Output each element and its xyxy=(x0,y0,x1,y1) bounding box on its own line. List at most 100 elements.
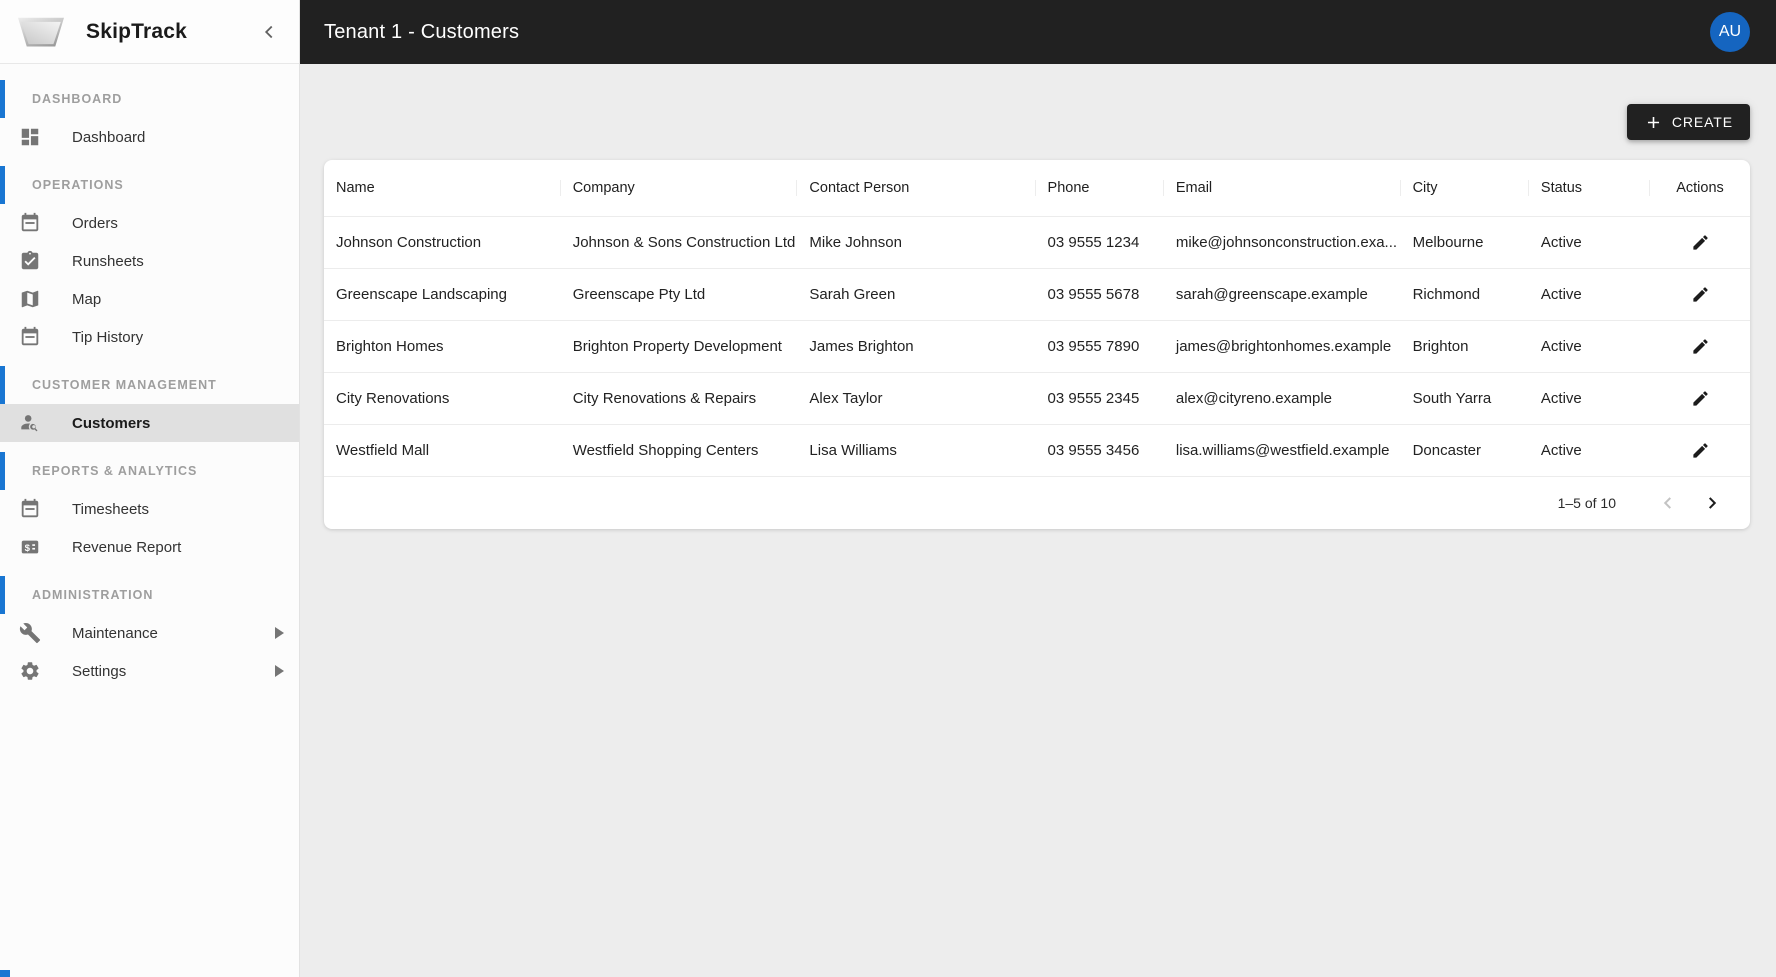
toolbar-row: CREATE xyxy=(324,104,1750,140)
cell-name: Brighton Homes xyxy=(336,338,444,355)
sidebar-item-dashboard[interactable]: Dashboard xyxy=(0,118,299,156)
column-header-contact-person[interactable]: Contact Person xyxy=(797,180,1035,196)
cell-status: Active xyxy=(1540,286,1582,303)
sidebar-bottom-accent xyxy=(0,970,10,977)
sidebar-item-label: Tip History xyxy=(72,328,144,346)
cell-city: South Yarra xyxy=(1412,390,1492,407)
column-header-phone[interactable]: Phone xyxy=(1036,180,1164,196)
cell-contact-person: Sarah Green xyxy=(809,286,896,303)
pagination-next-button[interactable] xyxy=(1694,485,1730,521)
cell-phone: 03 9555 7890 xyxy=(1047,338,1140,355)
sidebar-item-revenue-report[interactable]: $ Revenue Report xyxy=(0,528,299,566)
cell-phone: 03 9555 2345 xyxy=(1047,390,1140,407)
calendar-icon xyxy=(18,497,42,521)
cell-status: Active xyxy=(1540,390,1582,407)
cell-company: Brighton Property Development xyxy=(572,338,782,355)
calendar-icon xyxy=(18,211,42,235)
sidebar-item-label: Customers xyxy=(72,414,151,432)
sidebar-item-map[interactable]: Map xyxy=(0,280,299,318)
cell-phone: 03 9555 3456 xyxy=(1047,442,1140,459)
topbar: Tenant 1 - Customers AU xyxy=(300,0,1776,64)
chevron-right-icon xyxy=(1708,497,1717,509)
column-header-city[interactable]: City xyxy=(1401,180,1529,196)
sidebar-item-customers[interactable]: Customers xyxy=(0,404,299,442)
sidebar-item-maintenance[interactable]: Maintenance xyxy=(0,614,299,652)
clipboard-check-icon xyxy=(18,249,42,273)
cell-name: City Renovations xyxy=(336,390,450,407)
chevron-left-icon xyxy=(264,25,273,38)
section-header: ADMINISTRATION xyxy=(0,576,299,614)
section-accent-bar xyxy=(0,452,5,490)
section-operations: OPERATIONS Orders Runsheets xyxy=(0,166,299,356)
pencil-icon xyxy=(1692,235,1708,250)
cell-city: Doncaster xyxy=(1412,442,1481,459)
person-search-icon xyxy=(18,411,42,435)
section-accent-bar xyxy=(0,576,5,614)
section-customer-management: CUSTOMER MANAGEMENT Customers xyxy=(0,366,299,442)
content-area: CREATE Name Company Contact Person Phone… xyxy=(300,64,1776,977)
cell-city: Brighton xyxy=(1412,338,1469,355)
table-row[interactable]: Westfield Mall Westfield Shopping Center… xyxy=(324,424,1750,476)
section-accent-bar xyxy=(0,166,5,204)
pencil-icon xyxy=(1692,443,1708,458)
cell-name: Johnson Construction xyxy=(336,234,482,251)
column-header-company[interactable]: Company xyxy=(561,180,798,196)
sidebar-item-runsheets[interactable]: Runsheets xyxy=(0,242,299,280)
cell-company: Greenscape Pty Ltd xyxy=(572,286,706,303)
cell-email: mike@johnsonconstruction.exa... xyxy=(1175,234,1398,251)
cell-company: City Renovations & Repairs xyxy=(572,390,757,407)
customers-table-card: Name Company Contact Person Phone Email … xyxy=(324,160,1750,529)
sidebar-item-tip-history[interactable]: Tip History xyxy=(0,318,299,356)
create-button[interactable]: CREATE xyxy=(1626,104,1750,140)
avatar[interactable]: AU xyxy=(1710,12,1750,52)
section-label: REPORTS & ANALYTICS xyxy=(32,464,198,478)
main-column: Tenant 1 - Customers AU CREATE Name Comp… xyxy=(300,0,1776,977)
edit-button[interactable] xyxy=(1682,433,1718,469)
skip-bin-logo-icon xyxy=(18,17,64,47)
pencil-icon xyxy=(1692,339,1708,354)
section-header: CUSTOMER MANAGEMENT xyxy=(0,366,299,404)
edit-button[interactable] xyxy=(1682,277,1718,313)
column-header-status[interactable]: Status xyxy=(1529,180,1650,196)
sidebar-item-settings[interactable]: Settings xyxy=(0,652,299,690)
sidebar-item-label: Orders xyxy=(72,214,118,232)
table-row[interactable]: City Renovations City Renovations & Repa… xyxy=(324,372,1750,424)
sidebar-item-label: Timesheets xyxy=(72,500,149,518)
sidebar-collapse-button[interactable] xyxy=(255,18,283,46)
map-icon xyxy=(18,287,42,311)
section-header: OPERATIONS xyxy=(0,166,299,204)
cell-email: sarah@greenscape.example xyxy=(1175,286,1368,303)
cell-name: Greenscape Landscaping xyxy=(336,286,507,303)
section-label: ADMINISTRATION xyxy=(32,588,154,602)
pagination-prev-button[interactable] xyxy=(1650,485,1686,521)
table-row[interactable]: Greenscape Landscaping Greenscape Pty Lt… xyxy=(324,268,1750,320)
cell-company: Westfield Shopping Centers xyxy=(572,442,759,459)
pencil-icon xyxy=(1692,391,1708,406)
edit-button[interactable] xyxy=(1682,329,1718,365)
sidebar-item-label: Map xyxy=(72,290,102,308)
create-button-label: CREATE xyxy=(1671,114,1733,130)
sidebar-item-timesheets[interactable]: Timesheets xyxy=(0,490,299,528)
section-accent-bar xyxy=(0,80,5,118)
column-header-email[interactable]: Email xyxy=(1164,180,1401,196)
sidebar-item-orders[interactable]: Orders xyxy=(0,204,299,242)
page-title: Tenant 1 - Customers xyxy=(324,20,520,43)
table-header-row: Name Company Contact Person Phone Email … xyxy=(324,160,1750,216)
sidebar-nav: DASHBOARD Dashboard OPERATIONS xyxy=(0,64,299,977)
cell-city: Richmond xyxy=(1412,286,1481,303)
section-administration: ADMINISTRATION Maintenance Settings xyxy=(0,576,299,690)
cell-actions xyxy=(1650,277,1750,313)
table-row[interactable]: Johnson Construction Johnson & Sons Cons… xyxy=(324,216,1750,268)
cell-email: alex@cityreno.example xyxy=(1175,390,1333,407)
table-row[interactable]: Brighton Homes Brighton Property Develop… xyxy=(324,320,1750,372)
edit-button[interactable] xyxy=(1682,225,1718,261)
section-label: DASHBOARD xyxy=(32,92,123,106)
cell-name: Westfield Mall xyxy=(336,442,430,459)
currency-report-icon: $ xyxy=(18,535,42,559)
pencil-icon xyxy=(1692,287,1708,302)
edit-button[interactable] xyxy=(1682,381,1718,417)
column-header-name[interactable]: Name xyxy=(324,180,561,196)
cell-status: Active xyxy=(1540,234,1582,251)
sidebar-item-label: Dashboard xyxy=(72,128,146,146)
